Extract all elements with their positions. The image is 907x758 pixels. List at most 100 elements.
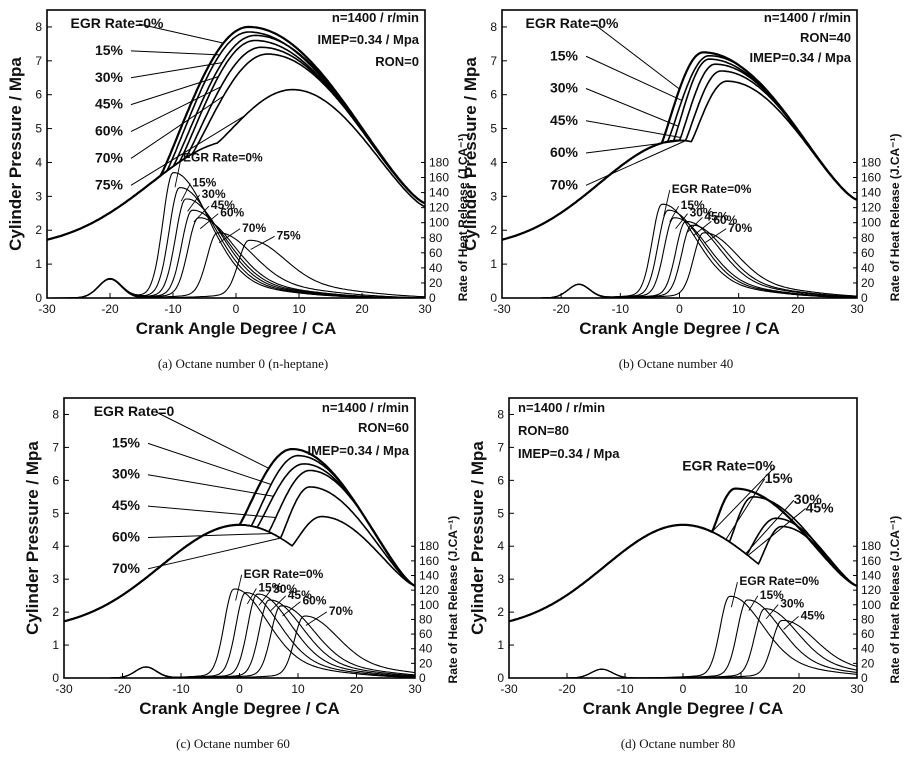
- series-leader-line: [130, 115, 246, 186]
- x-axis-label: Crank Angle Degree / CA: [579, 319, 780, 338]
- panel-1: -30 -20 -10 0 10 20 30012345678020406080100120…: [6, 9, 470, 371]
- x-tick-label: 30: [850, 682, 864, 696]
- x-tick-label: 20: [791, 302, 805, 316]
- series-leader-line: [187, 194, 200, 212]
- pressure-series-label: 70%: [95, 149, 124, 165]
- y2-tick-label: 120: [861, 583, 881, 597]
- y-tick-label: 6: [52, 473, 59, 487]
- y-tick-label: 2: [497, 605, 504, 619]
- y-axis-label: Cylinder Pressure / Mpa: [468, 441, 487, 635]
- y-axis-label: Cylinder Pressure / Mpa: [6, 57, 25, 251]
- y2-axis-label: Rate of Heat Release (J.CA⁻¹): [446, 516, 460, 684]
- panel-caption: (d) Octane number 80: [621, 736, 735, 751]
- y-tick-label: 8: [490, 20, 497, 34]
- panel-caption: (b) Octane number 40: [619, 356, 733, 371]
- y-tick-label: 3: [490, 189, 497, 203]
- y2-tick-label: 160: [419, 554, 439, 568]
- heat-release-series-label: 75%: [277, 228, 301, 242]
- y2-tick-label: 140: [861, 186, 881, 200]
- y2-axis-label: Rate of Heat Release (J.CA⁻¹): [888, 516, 902, 684]
- heat-release-series-label: EGR Rate=0%: [739, 574, 819, 588]
- heat-release-series-line: [509, 619, 858, 679]
- pressure-series-label: EGR Rate=0%: [526, 15, 620, 31]
- y2-tick-label: 180: [429, 155, 449, 169]
- y-tick-label: 4: [35, 155, 42, 169]
- y-tick-label: 7: [52, 440, 59, 454]
- y-tick-label: 7: [35, 54, 42, 68]
- y-tick-label: 2: [490, 223, 497, 237]
- series-leader-line: [199, 213, 219, 230]
- series-leader-line: [155, 411, 269, 469]
- series-leader-line: [282, 601, 301, 617]
- heat-release-series-line: [64, 599, 416, 679]
- condition-text: n=1400 / r/min: [764, 10, 851, 25]
- y2-tick-label: 60: [429, 246, 443, 260]
- heat-release-series-line: [47, 239, 426, 299]
- pressure-series-label: 15%: [550, 47, 579, 63]
- condition-text: RON=60: [358, 420, 409, 435]
- y2-tick-label: 40: [861, 261, 875, 275]
- x-tick-label: -10: [612, 302, 630, 316]
- y2-tick-label: 20: [419, 656, 433, 670]
- heat-release-series-label: 70%: [728, 221, 752, 235]
- y2-tick-label: 60: [419, 627, 433, 641]
- x-tick-label: 0: [680, 682, 687, 696]
- y-tick-label: 8: [497, 407, 504, 421]
- y-axis-label: Cylinder Pressure / Mpa: [23, 441, 42, 635]
- y-tick-label: 0: [490, 291, 497, 305]
- series-leader-line: [130, 86, 222, 132]
- heat-release-series-label: 45%: [704, 209, 728, 223]
- y-tick-label: 3: [52, 572, 59, 586]
- y-tick-label: 0: [497, 671, 504, 685]
- y-tick-label: 5: [35, 122, 42, 136]
- x-tick-label: -10: [616, 682, 634, 696]
- y2-tick-label: 120: [419, 583, 439, 597]
- x-tick-label: -10: [172, 682, 190, 696]
- heat-release-series-label: 30%: [202, 187, 226, 201]
- series-leader-line: [783, 615, 799, 630]
- y-tick-label: 2: [35, 223, 42, 237]
- x-tick-label: 20: [792, 682, 806, 696]
- y2-tick-label: 40: [429, 261, 443, 275]
- series-leader-line: [745, 499, 795, 555]
- y2-tick-label: 80: [861, 612, 875, 626]
- series-leader-line: [235, 574, 243, 601]
- series-leader-line: [270, 595, 287, 611]
- y-tick-label: 7: [490, 54, 497, 68]
- series-leader-line: [180, 183, 191, 202]
- y-tick-label: 4: [52, 539, 59, 553]
- panel-caption: (a) Octane number 0 (n-heptane): [158, 356, 328, 371]
- condition-text: n=1400 / r/min: [518, 400, 605, 415]
- pressure-series-line: [501, 80, 858, 241]
- y-tick-label: 1: [497, 638, 504, 652]
- heat-release-series-label: 70%: [329, 604, 353, 618]
- pressure-series-line: [46, 88, 426, 241]
- heat-release-series-line: [64, 615, 416, 679]
- y-tick-label: 6: [35, 88, 42, 102]
- plot-frame: [508, 397, 858, 679]
- pressure-series-label: 45%: [550, 112, 579, 128]
- heat-release-series-line: [64, 605, 416, 679]
- series-leader-line: [147, 533, 273, 538]
- heat-release-series-label: 30%: [273, 582, 297, 596]
- x-tick-label: 30: [418, 302, 432, 316]
- pressure-series-label: EGR Rate=0%: [682, 458, 776, 474]
- heat-release-series-label: EGR Rate=0%: [244, 567, 324, 581]
- series-leader-line: [747, 508, 806, 556]
- x-tick-label: -30: [38, 302, 56, 316]
- heat-release-series-line: [502, 220, 857, 299]
- x-tick-label: -20: [101, 302, 119, 316]
- series-leader-line: [193, 205, 210, 223]
- pressure-series-line: [63, 515, 416, 623]
- x-tick-label: 30: [850, 302, 864, 316]
- pressure-series-label: 60%: [550, 144, 579, 160]
- condition-text: RON=0: [375, 54, 419, 69]
- heat-release-series-label: 45%: [211, 198, 235, 212]
- y2-tick-label: 80: [419, 612, 433, 626]
- x-tick-label: -10: [164, 302, 182, 316]
- x-tick-label: 20: [355, 302, 369, 316]
- y2-tick-label: 0: [429, 291, 436, 305]
- y2-tick-label: 140: [419, 569, 439, 583]
- pressure-series-label: 75%: [95, 176, 124, 192]
